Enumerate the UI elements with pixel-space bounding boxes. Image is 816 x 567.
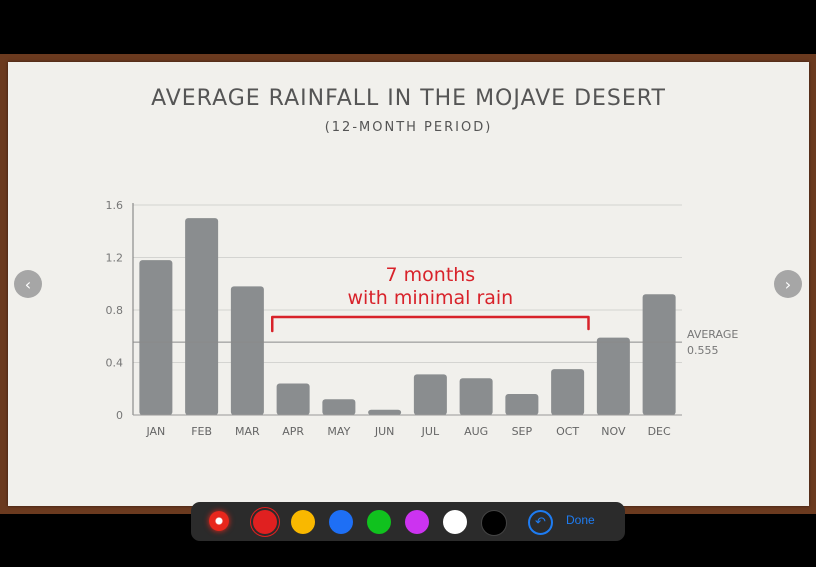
x-tick-label: JAN [145,425,165,438]
y-tick-label: 0.4 [106,357,124,370]
y-tick-label: 0.8 [106,304,124,317]
x-tick-label: AUG [464,425,488,438]
color-swatch-red[interactable] [253,510,277,534]
x-tick-label: JUN [374,425,395,438]
bar [322,399,356,415]
x-tick-label: NOV [601,425,626,438]
annotation-line2: with minimal rain [348,287,514,309]
chevron-right-icon: › [784,274,792,294]
bar [185,218,219,415]
x-tick-label: SEP [512,425,533,438]
color-swatch-black[interactable] [481,510,507,536]
done-button[interactable]: Done [566,513,595,527]
chevron-left-icon: ‹ [24,274,32,294]
x-tick-label: MAY [327,425,350,438]
average-value: 0.555 [687,344,719,357]
rainfall-chart: 0 0.4 0.8 1.2 1.6 JAN FEB MAR APR MAY JUN JUL AUG SEP… [106,199,739,438]
slide-subtitle: (12-MONTH PERIOD) [324,120,493,135]
x-tick-label: MAR [235,425,260,438]
undo-icon: ↶ [535,515,546,530]
color-swatch-yellow[interactable] [291,510,315,534]
y-tick-label: 1.2 [106,252,124,265]
undo-button[interactable]: ↶ [528,510,553,535]
pen-tool-button[interactable] [209,511,229,531]
x-tick-label: FEB [191,425,212,438]
bar [368,409,402,415]
x-tick-label: DEC [648,425,671,438]
color-swatch-blue[interactable] [329,510,353,534]
average-label: AVERAGE [687,328,738,341]
bar [459,378,493,415]
bar [505,394,539,415]
previous-slide-button[interactable]: ‹ [14,270,42,298]
y-tick-label: 1.6 [106,199,124,212]
y-tick-label: 0 [116,409,123,422]
slide-title: AVERAGE RAINFALL IN THE MOJAVE DESERT [151,86,666,111]
bar [276,383,310,415]
markup-toolbar: ↶ Done [191,502,625,541]
bar [413,374,447,415]
x-tick-label: APR [282,425,304,438]
bar [551,369,585,415]
bar [230,286,264,415]
annotation-bracket [271,315,590,333]
x-tick-label: OCT [556,425,579,438]
color-swatch-white[interactable] [443,510,467,534]
bar [139,260,173,415]
x-tick-label: JUL [421,425,440,438]
color-swatch-green[interactable] [367,510,391,534]
color-swatch-purple[interactable] [405,510,429,534]
next-slide-button[interactable]: › [774,270,802,298]
bar [642,294,676,415]
annotation-line1: 7 months [386,264,476,286]
bar [596,337,630,415]
